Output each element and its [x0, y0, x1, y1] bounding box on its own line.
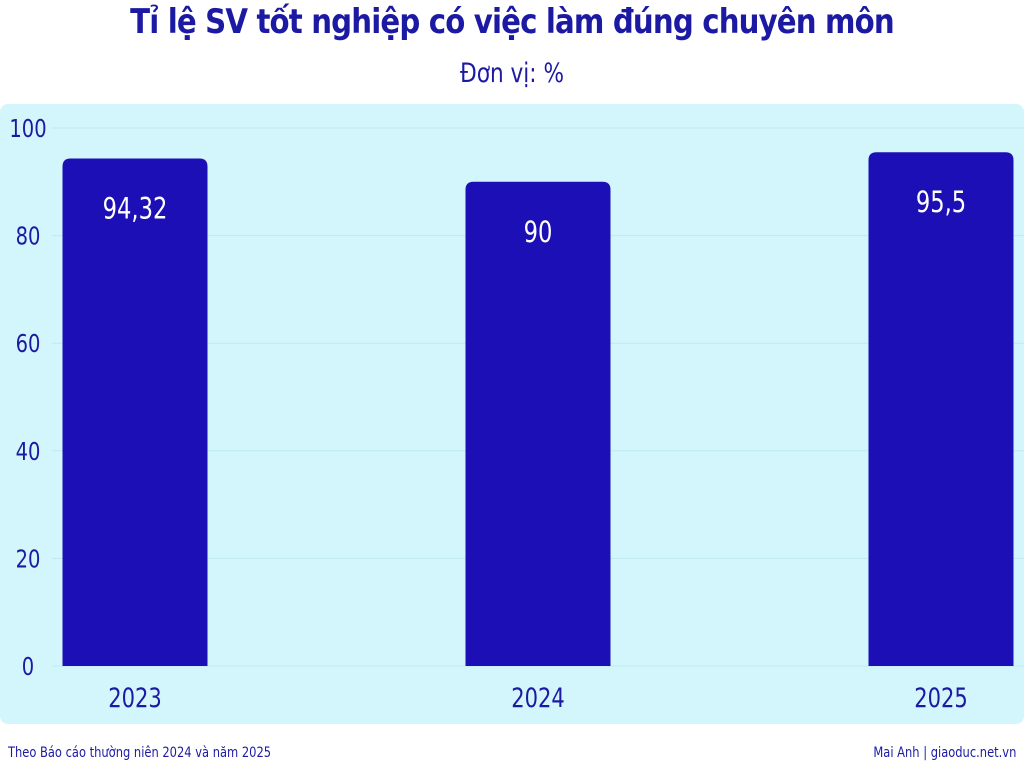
category-label-2025: 2025 [914, 682, 968, 713]
bar-2023 [62, 158, 208, 666]
y-axis-ticks: 0 20 40 60 80 100 [9, 115, 46, 682]
source-note: Theo Báo cáo thường niên 2024 và năm 202… [8, 745, 272, 761]
y-tick-label: 80 [16, 222, 41, 251]
category-label-2023: 2023 [108, 682, 162, 713]
bar-2025 [868, 152, 1014, 667]
credit-note: Mai Anh | giaoduc.net.vn [873, 745, 1016, 761]
value-labels: 94,32 90 95,5 [103, 187, 967, 250]
chart-panel: 0 20 40 60 80 100 94,32 90 95,5 2023 2024 2025 [0, 104, 1024, 724]
y-tick-label: 40 [16, 437, 41, 466]
value-label-2025: 95,5 [916, 187, 966, 220]
y-tick-label: 100 [9, 115, 46, 144]
y-tick-label: 60 [16, 330, 41, 359]
bar-2024 [465, 181, 611, 667]
chart-title: Tỉ lệ SV tốt nghiệp có việc làm đúng chu… [130, 2, 895, 42]
value-label-2024: 90 [524, 216, 553, 249]
y-tick-label: 0 [22, 653, 34, 682]
x-axis-categories: 2023 2024 2025 [108, 682, 968, 713]
value-label-2023: 94,32 [103, 193, 168, 226]
category-label-2024: 2024 [511, 682, 565, 713]
bars [62, 152, 1014, 667]
y-tick-label: 20 [16, 545, 41, 574]
chart-subtitle: Đơn vị: % [460, 58, 564, 89]
bar-chart: 0 20 40 60 80 100 94,32 90 95,5 2023 2024 2025 [9, 115, 1024, 714]
